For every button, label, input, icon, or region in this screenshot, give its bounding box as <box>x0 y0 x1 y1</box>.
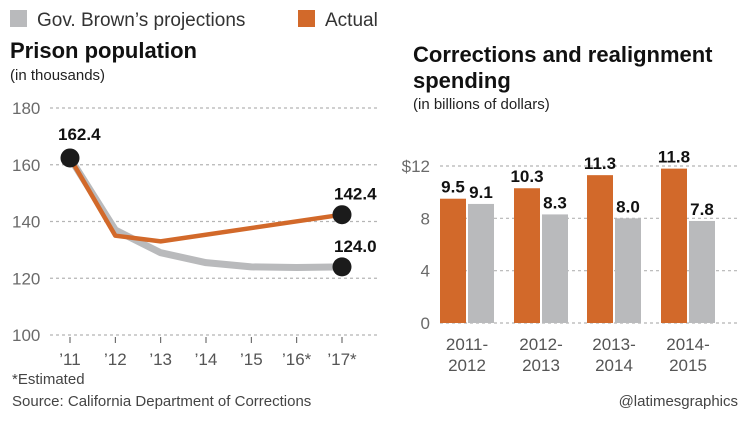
spending-category-label-bottom: 2014 <box>595 356 633 375</box>
population-marker-start <box>60 148 80 168</box>
population-chart-subtitle: (in thousands) <box>10 67 105 84</box>
spending-chart-subtitle: (in billions of dollars) <box>413 96 550 113</box>
spending-bar-actual <box>440 198 466 323</box>
spending-bar-label-projections: 8.3 <box>543 193 567 212</box>
population-x-tick-label: ’11 <box>59 350 80 369</box>
spending-bar-projections <box>689 220 715 323</box>
spending-chart-title-line2: spending <box>413 68 511 93</box>
spending-category-label-bottom: 2013 <box>522 356 560 375</box>
population-x-tick-label: ’17* <box>327 350 357 369</box>
source-note: Source: California Department of Correct… <box>12 393 311 410</box>
population-x-tick-label: ’14 <box>195 350 218 369</box>
population-x-tick-label: ’13 <box>149 350 172 369</box>
population-y-tick-label: 100 <box>12 326 40 345</box>
legend: Gov. Brown’s projections Actual <box>10 10 378 31</box>
spending-bar-projections <box>468 203 494 323</box>
legend-swatch-projections <box>10 10 27 27</box>
spending-category-label-bottom: 2015 <box>669 356 707 375</box>
population-data-label-actual-end: 142.4 <box>334 185 377 204</box>
legend-label-actual: Actual <box>325 10 378 31</box>
spending-bar-actual <box>661 168 687 323</box>
population-marker-projection-end <box>332 257 352 277</box>
credit: @latimesgraphics <box>619 393 738 410</box>
spending-bar-label-actual: 11.8 <box>658 148 690 167</box>
spending-category-label-bottom: 2012 <box>448 356 486 375</box>
spending-bar-actual <box>587 175 613 323</box>
population-x-tick-label: ’15 <box>240 350 263 369</box>
spending-category-label-top: 2013- <box>592 335 635 354</box>
population-y-tick-label: 120 <box>12 269 40 288</box>
legend-label-projections: Gov. Brown’s projections <box>37 10 245 31</box>
spending-bar-label-projections: 9.1 <box>469 183 493 202</box>
population-chart-title: Prison population <box>10 38 197 63</box>
spending-bar-label-projections: 7.8 <box>690 200 714 219</box>
population-y-tick-label: 140 <box>12 213 40 232</box>
spending-y-tick-label: 4 <box>421 262 430 281</box>
spending-y-tick-label: $12 <box>402 157 430 176</box>
population-line-chart: 180 160 140 120 100 ’11 ’12 ’13 ’14 ’15 ’16* ’17* 16… <box>12 99 380 369</box>
spending-chart-title-line1: Corrections and realignment <box>413 42 713 67</box>
population-x-tick-label: ’16* <box>282 350 312 369</box>
spending-bar-actual <box>514 188 540 323</box>
spending-bar-label-actual: 10.3 <box>510 167 543 186</box>
population-data-label-projection-end: 124.0 <box>334 237 377 256</box>
spending-bar-projections <box>615 218 641 323</box>
population-marker-actual-end <box>332 205 352 225</box>
spending-bar-projections <box>542 214 568 323</box>
population-y-tick-label: 180 <box>12 99 40 118</box>
legend-swatch-actual <box>298 10 315 27</box>
spending-bar-chart: $12 8 4 0 9.5 9.1 2011- 2012 10.38.3 2012- 2013 11.… <box>402 148 740 375</box>
actual-series-line <box>67 155 345 244</box>
spending-bar-label-projections: 8.0 <box>616 197 640 216</box>
spending-category-label-top: 2011- <box>446 335 488 354</box>
spending-y-tick-label: 0 <box>421 314 430 333</box>
spending-bar-label-actual: 9.5 <box>441 178 465 197</box>
spending-category-label-top: 2012- <box>519 335 562 354</box>
population-data-label-start: 162.4 <box>58 125 101 144</box>
projections-series-line <box>66 154 346 271</box>
spending-bar-label-actual: 11.3 <box>584 154 616 173</box>
spending-category-label-top: 2014- <box>666 335 709 354</box>
spending-y-tick-label: 8 <box>421 209 430 228</box>
population-x-tick-label: ’12 <box>104 350 127 369</box>
footnote-estimated: *Estimated <box>12 371 85 388</box>
population-y-tick-label: 160 <box>12 156 40 175</box>
